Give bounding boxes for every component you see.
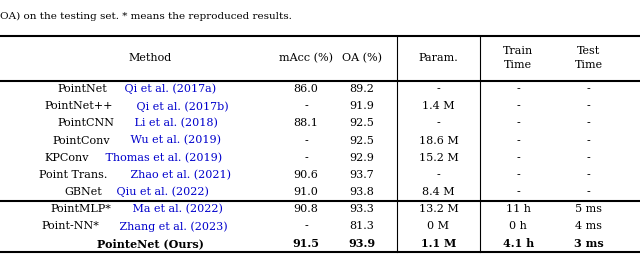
Text: Test: Test (577, 46, 600, 56)
Text: -: - (436, 170, 440, 180)
Text: -: - (436, 84, 440, 94)
Text: -: - (304, 153, 308, 163)
Text: -: - (516, 136, 520, 145)
Text: Wu et al. (2019): Wu et al. (2019) (127, 135, 221, 146)
Text: -: - (587, 119, 591, 128)
Text: -: - (587, 187, 591, 197)
Text: -: - (516, 119, 520, 128)
Text: Param.: Param. (419, 53, 458, 63)
Text: -: - (587, 101, 591, 111)
Text: Point Trans.: Point Trans. (39, 170, 108, 180)
Text: 11 h: 11 h (506, 204, 531, 214)
Text: 91.0: 91.0 (294, 187, 318, 197)
Text: -: - (516, 170, 520, 180)
Text: Time: Time (575, 60, 603, 70)
Text: Point-NN*: Point-NN* (41, 221, 99, 231)
Text: Zhao et al. (2021): Zhao et al. (2021) (127, 170, 232, 180)
Text: Ma et al. (2022): Ma et al. (2022) (129, 204, 223, 214)
Text: 91.9: 91.9 (349, 101, 374, 111)
Text: Zhang et al. (2023): Zhang et al. (2023) (116, 221, 227, 232)
Text: -: - (587, 84, 591, 94)
Text: -: - (587, 153, 591, 163)
Text: 0 h: 0 h (509, 221, 527, 231)
Text: OA) on the testing set. * means the reproduced results.: OA) on the testing set. * means the repr… (0, 12, 292, 21)
Text: -: - (304, 221, 308, 231)
Text: Time: Time (504, 60, 532, 70)
Text: -: - (516, 153, 520, 163)
Text: 18.6 M: 18.6 M (419, 136, 458, 145)
Text: -: - (516, 187, 520, 197)
Text: 91.5: 91.5 (292, 238, 319, 249)
Text: PointCNN: PointCNN (58, 119, 115, 128)
Text: 1.1 M: 1.1 M (420, 238, 456, 249)
Text: -: - (304, 101, 308, 111)
Text: 90.8: 90.8 (294, 204, 318, 214)
Text: -: - (304, 136, 308, 145)
Text: 92.5: 92.5 (349, 119, 374, 128)
Text: 89.2: 89.2 (349, 84, 374, 94)
Text: 90.6: 90.6 (294, 170, 318, 180)
Text: 0 M: 0 M (428, 221, 449, 231)
Text: -: - (516, 84, 520, 94)
Text: PointeNet (Ours): PointeNet (Ours) (97, 238, 204, 249)
Text: PointNet++: PointNet++ (45, 101, 113, 111)
Text: 4 ms: 4 ms (575, 221, 602, 231)
Text: 93.9: 93.9 (348, 238, 375, 249)
Text: Li et al. (2018): Li et al. (2018) (131, 118, 218, 129)
Text: -: - (587, 136, 591, 145)
Text: -: - (587, 170, 591, 180)
Text: mAcc (%): mAcc (%) (279, 53, 333, 63)
Text: -: - (516, 101, 520, 111)
Text: 88.1: 88.1 (294, 119, 318, 128)
Text: PointNet: PointNet (57, 84, 107, 94)
Text: Qi et al. (2017b): Qi et al. (2017b) (133, 101, 228, 112)
Text: 4.1 h: 4.1 h (503, 238, 534, 249)
Text: PointConv: PointConv (52, 136, 110, 145)
Text: 1.4 M: 1.4 M (422, 101, 454, 111)
Text: 5 ms: 5 ms (575, 204, 602, 214)
Text: 86.0: 86.0 (294, 84, 318, 94)
Text: Method: Method (129, 53, 172, 63)
Text: Qi et al. (2017a): Qi et al. (2017a) (121, 84, 216, 95)
Text: 93.3: 93.3 (349, 204, 374, 214)
Text: PointMLP*: PointMLP* (51, 204, 111, 214)
Text: 13.2 M: 13.2 M (419, 204, 458, 214)
Text: Thomas et al. (2019): Thomas et al. (2019) (102, 153, 221, 163)
Text: 93.8: 93.8 (349, 187, 374, 197)
Text: Qiu et al. (2022): Qiu et al. (2022) (113, 187, 209, 197)
Text: KPConv: KPConv (44, 153, 89, 163)
Text: OA (%): OA (%) (342, 53, 381, 63)
Text: 92.9: 92.9 (349, 153, 374, 163)
Text: 93.7: 93.7 (349, 170, 374, 180)
Text: GBNet: GBNet (64, 187, 102, 197)
Text: 3 ms: 3 ms (574, 238, 604, 249)
Text: Train: Train (503, 46, 534, 56)
Text: 8.4 M: 8.4 M (422, 187, 454, 197)
Text: -: - (436, 119, 440, 128)
Text: 81.3: 81.3 (349, 221, 374, 231)
Text: 15.2 M: 15.2 M (419, 153, 458, 163)
Text: 92.5: 92.5 (349, 136, 374, 145)
